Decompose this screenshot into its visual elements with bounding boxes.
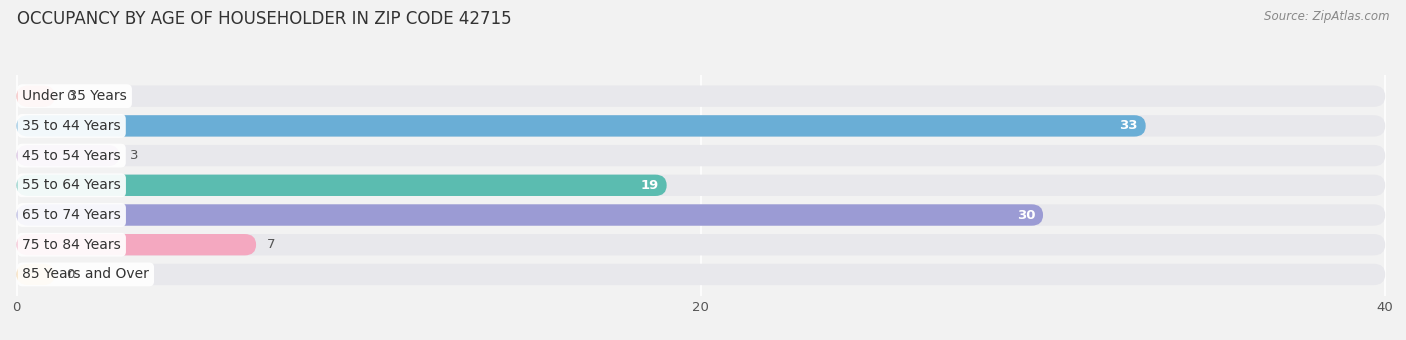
- FancyBboxPatch shape: [17, 234, 1385, 255]
- FancyBboxPatch shape: [17, 175, 666, 196]
- FancyBboxPatch shape: [17, 175, 1385, 196]
- Text: 30: 30: [1017, 208, 1035, 221]
- Text: OCCUPANCY BY AGE OF HOUSEHOLDER IN ZIP CODE 42715: OCCUPANCY BY AGE OF HOUSEHOLDER IN ZIP C…: [17, 10, 512, 28]
- Text: 3: 3: [131, 149, 139, 162]
- Text: 19: 19: [641, 179, 659, 192]
- FancyBboxPatch shape: [17, 145, 120, 166]
- FancyBboxPatch shape: [17, 204, 1043, 226]
- Text: 55 to 64 Years: 55 to 64 Years: [22, 178, 121, 192]
- Text: Source: ZipAtlas.com: Source: ZipAtlas.com: [1264, 10, 1389, 23]
- FancyBboxPatch shape: [17, 85, 1385, 107]
- FancyBboxPatch shape: [17, 115, 1385, 137]
- Text: 75 to 84 Years: 75 to 84 Years: [22, 238, 121, 252]
- Text: 45 to 54 Years: 45 to 54 Years: [22, 149, 121, 163]
- Text: 65 to 74 Years: 65 to 74 Years: [22, 208, 121, 222]
- Text: 33: 33: [1119, 119, 1137, 132]
- FancyBboxPatch shape: [17, 85, 55, 107]
- Text: 85 Years and Over: 85 Years and Over: [22, 268, 149, 282]
- FancyBboxPatch shape: [17, 234, 256, 255]
- FancyBboxPatch shape: [17, 264, 1385, 285]
- Text: 7: 7: [267, 238, 276, 251]
- FancyBboxPatch shape: [17, 145, 1385, 166]
- Text: Under 35 Years: Under 35 Years: [22, 89, 127, 103]
- Text: 0: 0: [66, 90, 75, 103]
- FancyBboxPatch shape: [17, 204, 1385, 226]
- Text: 35 to 44 Years: 35 to 44 Years: [22, 119, 121, 133]
- FancyBboxPatch shape: [17, 264, 55, 285]
- Text: 0: 0: [66, 268, 75, 281]
- FancyBboxPatch shape: [17, 115, 1146, 137]
